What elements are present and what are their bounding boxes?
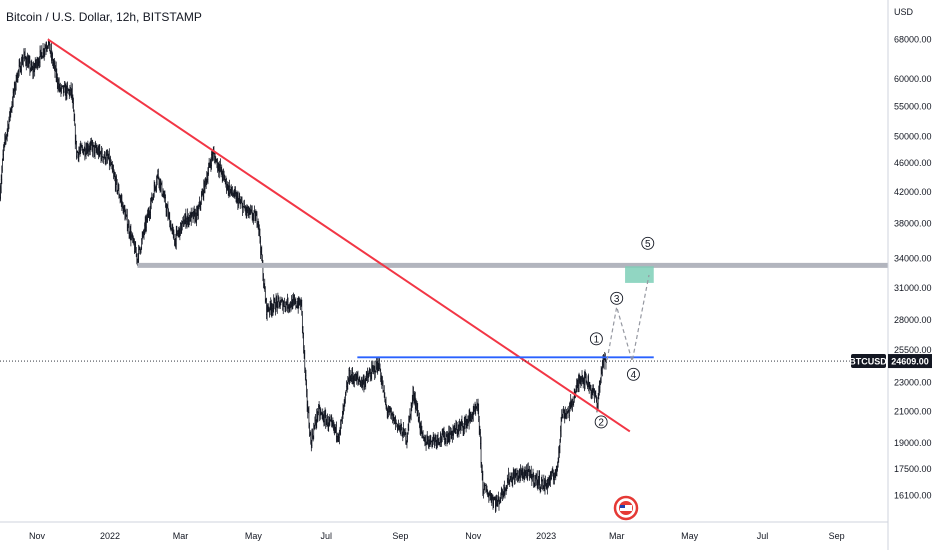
currency-label: USD [894,7,914,17]
time-tick-label: Sep [829,531,845,541]
price-tick-label: 19000.00 [894,438,932,448]
price-tick-label: 17500.00 [894,464,932,474]
price-tick-label: 25500.00 [894,345,932,355]
time-tick-label: 2022 [100,531,120,541]
projection-path [606,274,650,362]
price-bars [0,38,607,513]
wave-label-circle [610,291,624,305]
wave-label: 2 [598,417,604,428]
time-tick-label: Jul [757,531,769,541]
wave-label-circle [594,415,608,429]
price-tick-label: 23000.00 [894,377,932,387]
last-price-label: 24609.00 [891,357,929,367]
time-tick-label: Jul [321,531,333,541]
wave-label: 3 [614,294,620,305]
plot-area: 1 2 3 4 5 [0,38,888,513]
time-tick-label: Nov [29,531,46,541]
time-axis[interactable]: Nov 2022 Mar May Jul Sep Nov 2023 Mar May Jul Sep [29,531,845,541]
price-tick-label: 28000.00 [894,315,932,325]
price-tick-label: 60000.00 [894,74,932,84]
price-tick-label: 31000.00 [894,283,932,293]
price-tick-label: 34000.00 [894,254,932,264]
price-tick-label: 50000.00 [894,132,932,142]
time-tick-label: Nov [465,531,482,541]
wave-label: 1 [594,334,600,345]
price-tick-label: 55000.00 [894,102,932,112]
wave-label-circle [589,332,603,346]
wave-label: 4 [631,370,637,381]
price-tick-label: 68000.00 [894,34,932,44]
time-tick-label: 2023 [536,531,556,541]
time-tick-label: Mar [609,531,625,541]
price-tick-label: 42000.00 [894,187,932,197]
chart-title: Bitcoin / U.S. Dollar, 12h, BITSTAMP [6,10,202,24]
price-axis[interactable]: 68000.00 60000.00 55000.00 50000.00 46000.00… [894,34,932,500]
symbol-badge-label: BTCUSD [849,357,887,367]
price-tick-label: 21000.00 [894,406,932,416]
price-tick-label: 16100.00 [894,490,932,500]
wave-label-circle [641,236,655,250]
wave-label-circle [626,367,640,381]
downtrend-line [47,38,631,433]
target-zone-box [625,266,654,283]
wave-label: 5 [645,239,651,250]
last-price-badge: BTCUSD 24609.00 [849,354,932,369]
price-tick-label: 46000.00 [894,158,932,168]
time-tick-label: Sep [392,531,408,541]
symbol-badge [851,354,886,369]
time-tick-label: Mar [173,531,189,541]
last-price-tag [888,354,932,369]
time-tick-label: May [681,531,699,541]
broadcast-logo [613,495,639,521]
price-tick-label: 38000.00 [894,219,932,229]
time-tick-label: May [245,531,263,541]
